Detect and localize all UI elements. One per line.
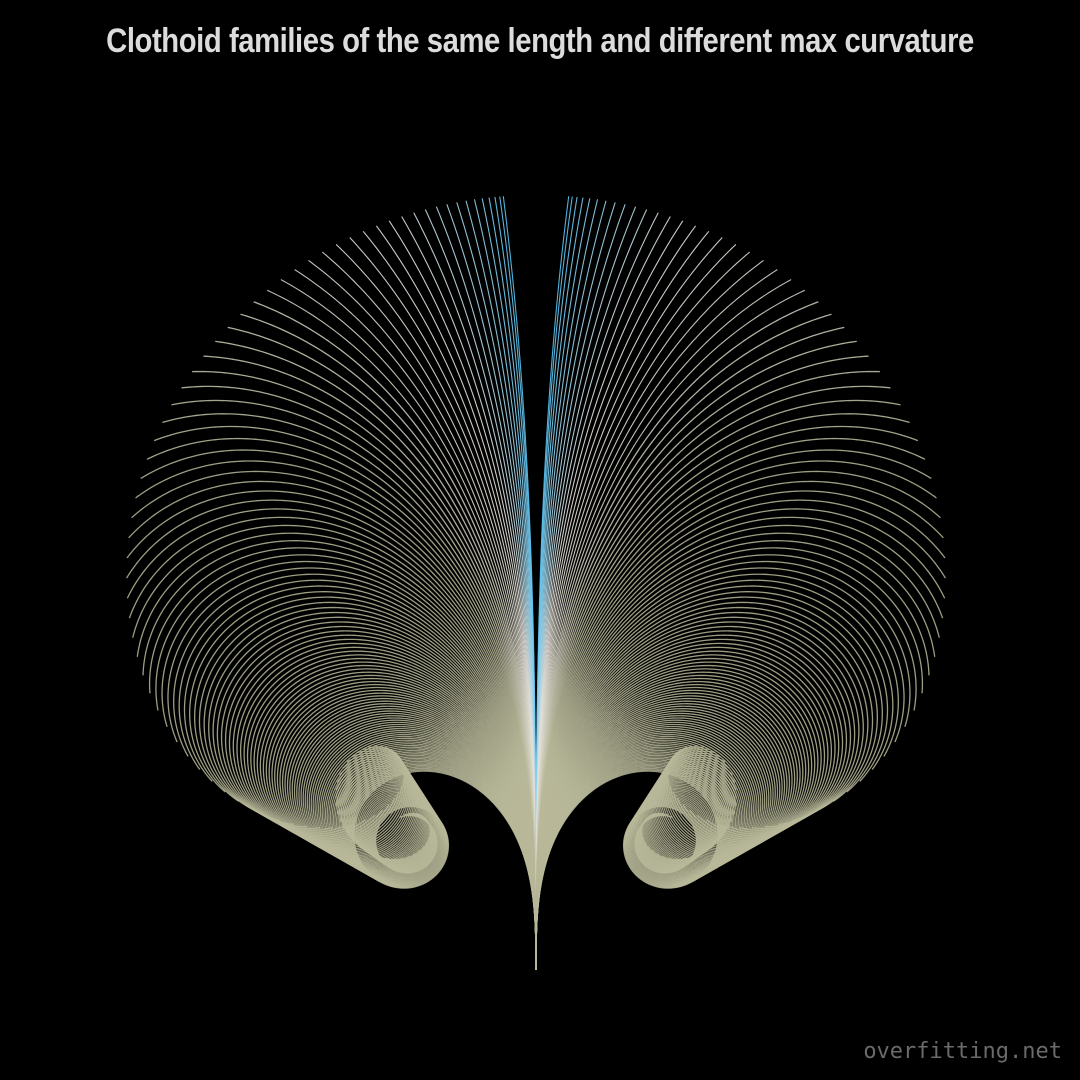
clothoid-curve-right-120 — [535, 770, 719, 970]
page-title: Clothoid families of the same length and… — [106, 22, 974, 60]
clothoid-curves — [125, 196, 947, 970]
clothoid-curve-left-120 — [353, 770, 537, 970]
clothoid-curve-right-31 — [535, 399, 901, 970]
clothoid-curve-left-30 — [181, 385, 537, 970]
watermark: overfitting.net — [863, 1039, 1062, 1064]
clothoid-curve-right-30 — [535, 385, 891, 970]
clothoid-curve-left-31 — [171, 399, 537, 970]
